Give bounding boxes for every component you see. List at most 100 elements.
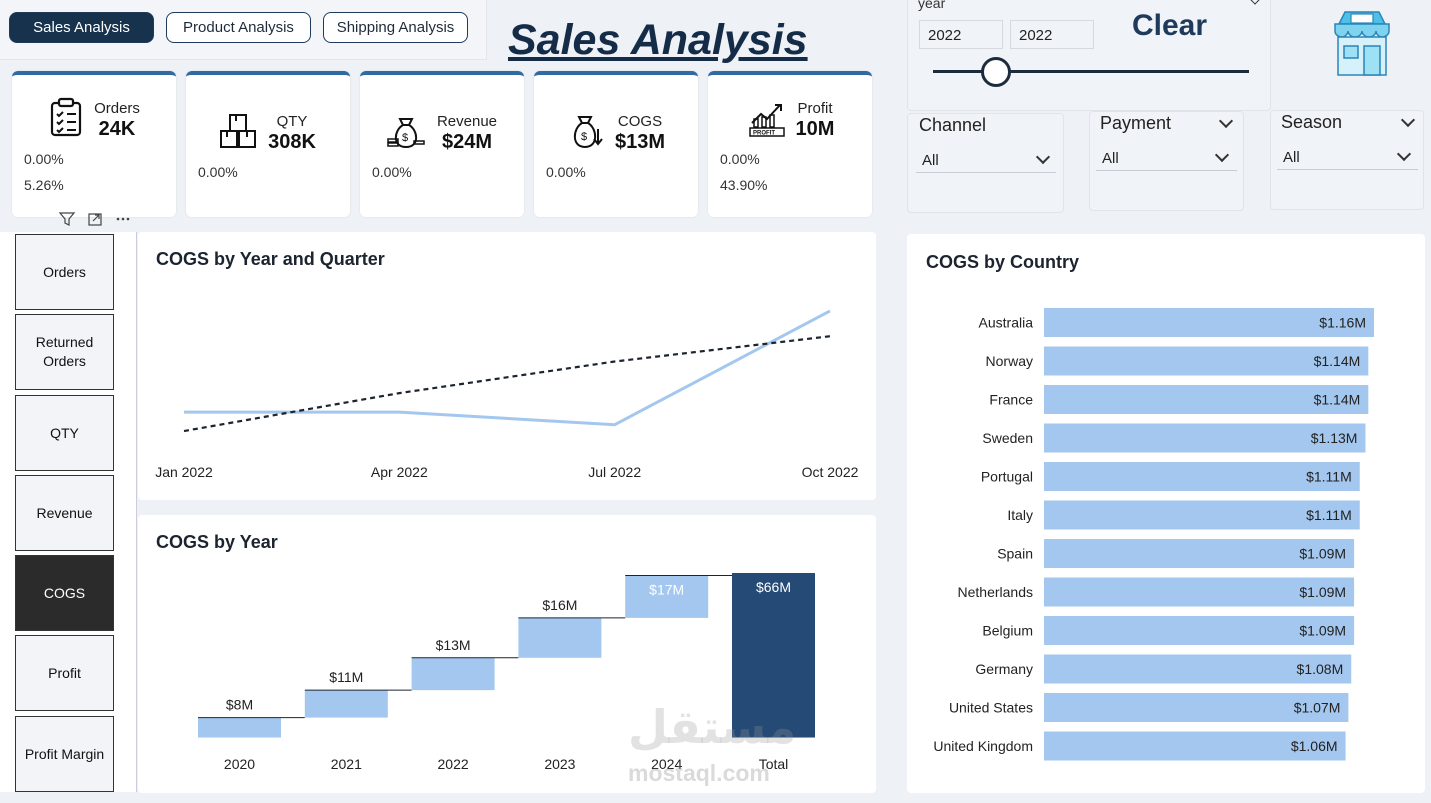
channel-dropdown[interactable]: All <box>916 146 1056 173</box>
chart-title: COGS by Country <box>926 252 1080 272</box>
kpi-label: QTY <box>276 113 308 130</box>
payment-dropdown[interactable]: All <box>1096 144 1237 171</box>
waterfall-chart-canvas: 2020 $8M 2021 $11M 2022 $13M 2023 $16M 2024 $17M T… <box>198 573 815 772</box>
kpi-value: $13M <box>614 131 666 153</box>
season-dropdown[interactable]: All <box>1277 143 1418 170</box>
kpi-pct-primary: 0.00% <box>720 151 760 167</box>
waterfall-bar <box>625 575 709 618</box>
waterfall-bar <box>732 573 815 738</box>
watermark-arabic: مستقل <box>628 700 797 754</box>
x-tick-label: Apr 2022 <box>371 464 428 480</box>
kpi-pct-primary: 0.00% <box>546 164 586 180</box>
measure-selector-panel: Orders Returned Orders QTY Revenue COGS … <box>0 232 137 792</box>
kpi-pct-primary: 0.00% <box>198 164 238 180</box>
x-tick-label: 2020 <box>224 756 255 772</box>
x-tick-label: 2022 <box>438 756 469 772</box>
country-bar <box>1044 500 1360 530</box>
kpi-card-qty[interactable]: QTY 308K 0.00% <box>186 71 350 217</box>
cogs-by-year-chart[interactable]: COGS by Year 2020 $8M 2021 $11M 2022 $13M 2023… <box>138 515 876 793</box>
data-label: $1.09M <box>1299 584 1346 600</box>
season-slicer: Season All <box>1270 110 1424 210</box>
y-tick-label: United States <box>949 700 1033 716</box>
measure-button-revenue[interactable]: Revenue <box>15 475 114 551</box>
data-label: $1.09M <box>1299 623 1346 639</box>
year-slicer-label: year <box>918 0 946 11</box>
focus-mode-icon[interactable] <box>88 213 102 226</box>
year-slider-track[interactable] <box>933 70 1249 73</box>
y-tick-label: Netherlands <box>958 584 1034 600</box>
svg-text:$: $ <box>581 131 587 143</box>
tab-product-analysis[interactable]: Product Analysis <box>166 12 311 43</box>
measure-button-orders[interactable]: Orders <box>15 234 114 310</box>
measure-button-profit-margin[interactable]: Profit Margin <box>15 716 114 792</box>
cost-bag-icon: $ <box>573 116 603 149</box>
country-bar <box>1044 423 1366 453</box>
data-label: $1.11M <box>1306 507 1352 523</box>
svg-text:$: $ <box>402 132 408 144</box>
year-slicer: year 2022 2022 Clear <box>907 0 1271 111</box>
country-bar <box>1044 731 1346 761</box>
country-bar <box>1044 462 1360 491</box>
data-label: $1.16M <box>1319 315 1366 331</box>
kpi-card-profit[interactable]: PROFIT Profit 10M 0.00% 43.90% <box>708 71 872 217</box>
y-tick-label: Norway <box>986 353 1033 369</box>
y-tick-label: Germany <box>975 661 1033 677</box>
cogs-by-quarter-chart[interactable]: COGS by Year and Quarter Jan 2022 Apr 202… <box>138 232 876 500</box>
country-bar <box>1044 346 1369 376</box>
data-label: $1.13M <box>1311 430 1358 446</box>
x-tick-label: 2023 <box>544 756 575 772</box>
tab-shipping-analysis[interactable]: Shipping Analysis <box>323 12 468 43</box>
more-options-icon[interactable] <box>116 217 130 221</box>
country-bar <box>1044 693 1349 722</box>
measure-button-returned-orders[interactable]: Returned Orders <box>15 314 114 390</box>
year-from-input[interactable]: 2022 <box>919 20 1003 49</box>
data-label: $1.07M <box>1294 700 1341 716</box>
money-bag-icon: $ <box>387 118 425 149</box>
bar-chart-canvas: Australia $1.16M Norway $1.14M France $1.14M S… <box>933 308 1374 761</box>
data-label: $66M <box>756 579 791 595</box>
measure-button-profit[interactable]: Profit <box>15 635 114 711</box>
channel-slicer: Channel All <box>907 113 1064 213</box>
clear-filters-button[interactable]: Clear <box>1132 9 1208 42</box>
country-bar <box>1044 385 1369 414</box>
y-tick-label: France <box>989 392 1033 408</box>
clipboard-icon <box>50 97 82 137</box>
measure-button-cogs[interactable]: COGS <box>15 555 114 631</box>
y-tick-label: Australia <box>979 315 1034 331</box>
kpi-label: Profit <box>797 100 833 117</box>
tab-sales-analysis[interactable]: Sales Analysis <box>9 12 154 43</box>
data-label: $13M <box>436 637 471 653</box>
kpi-value: 24K <box>98 118 136 140</box>
x-tick-label: Jan 2022 <box>155 464 213 480</box>
kpi-card-revenue[interactable]: $ Revenue $24M 0.00% <box>360 71 524 217</box>
payment-slicer: Payment All <box>1089 111 1244 211</box>
kpi-label: Orders <box>94 100 140 117</box>
year-slider-handle[interactable] <box>981 57 1012 87</box>
data-label: $11M <box>329 669 363 685</box>
y-tick-label: Spain <box>997 546 1033 562</box>
data-label: $1.08M <box>1297 661 1344 677</box>
watermark-latin: mostaql.com <box>628 760 770 786</box>
payment-slicer-label: Payment <box>1100 113 1172 133</box>
measure-button-qty[interactable]: QTY <box>15 395 114 471</box>
country-bar <box>1044 654 1352 684</box>
kpi-card-orders[interactable]: Orders 24K 0.00% 5.26% <box>12 71 176 217</box>
y-tick-label: Belgium <box>982 623 1033 639</box>
x-tick-label: Total <box>759 756 789 772</box>
trend-line <box>183 335 831 433</box>
chart-title: COGS by Year <box>156 532 278 552</box>
store-icon <box>1334 11 1390 76</box>
kpi-card-cogs[interactable]: $ COGS $13M 0.00% <box>534 71 698 217</box>
x-tick-label: Oct 2022 <box>802 464 859 480</box>
filter-icon[interactable] <box>58 212 76 226</box>
kpi-label: Revenue <box>436 113 498 130</box>
country-bar <box>1044 539 1355 568</box>
waterfall-bar <box>518 617 602 658</box>
chevron-down-icon[interactable] <box>1400 112 1416 128</box>
cogs-series-line <box>184 309 831 427</box>
waterfall-bar <box>198 717 281 738</box>
chevron-down-icon[interactable] <box>1249 0 1261 5</box>
cogs-by-country-chart[interactable]: COGS by Country Australia $1.16M Norway $1.… <box>907 234 1425 793</box>
chevron-down-icon[interactable] <box>1218 113 1234 129</box>
year-to-input[interactable]: 2022 <box>1010 20 1094 49</box>
